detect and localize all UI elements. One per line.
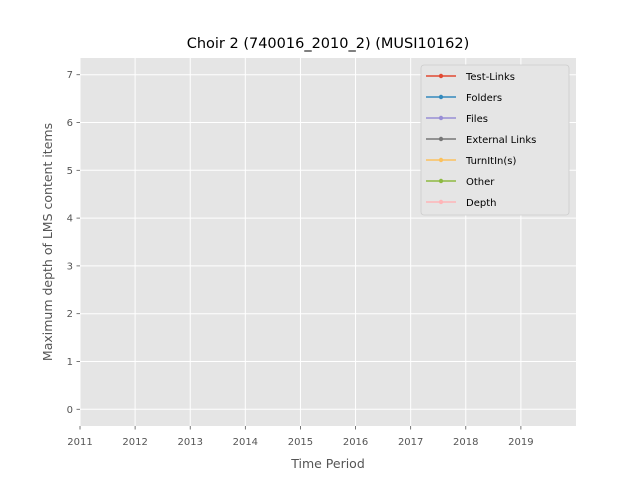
x-tick-label: 2012 xyxy=(122,437,147,448)
x-axis-label: Time Period xyxy=(290,456,365,471)
x-tick-label: 2017 xyxy=(398,437,423,448)
legend-label: Folders xyxy=(466,93,502,104)
chart-title: Choir 2 (740016_2010_2) (MUSI10162) xyxy=(187,36,470,52)
legend-label: Depth xyxy=(466,198,496,209)
legend-label: Other xyxy=(466,177,495,188)
legend-marker xyxy=(438,115,444,121)
legend-marker xyxy=(438,199,444,205)
y-tick-label: 0 xyxy=(67,405,73,416)
x-tick-label: 2014 xyxy=(233,437,258,448)
x-tick-label: 2011 xyxy=(67,437,92,448)
legend-marker xyxy=(438,73,444,79)
y-tick-label: 7 xyxy=(67,70,73,81)
tick-labels: 2011 2012 2013 2014 2015 2016 2017 2018 2019 0 1 2 3… xyxy=(67,70,534,448)
legend-marker xyxy=(438,157,444,163)
x-tick-label: 2016 xyxy=(343,437,368,448)
y-tick-label: 5 xyxy=(67,166,73,177)
legend-label: TurnItIn(s) xyxy=(465,156,516,167)
legend-marker xyxy=(438,178,444,184)
legend: Test-Links Folders Files External Links Turn… xyxy=(420,64,570,216)
legend-marker xyxy=(438,136,444,142)
legend-box xyxy=(420,64,570,216)
x-tick-label: 2013 xyxy=(177,437,202,448)
legend-label: Test-Links xyxy=(465,72,515,83)
x-tick-label: 2015 xyxy=(288,437,313,448)
y-tick-label: 2 xyxy=(67,309,73,320)
x-tick-label: 2019 xyxy=(508,437,533,448)
y-tick-label: 4 xyxy=(67,214,73,225)
legend-label: Files xyxy=(466,114,488,125)
legend-marker xyxy=(438,94,444,100)
y-axis-label: Maximum depth of LMS content items xyxy=(40,123,55,361)
legend-label: External Links xyxy=(466,135,536,146)
y-tick-label: 6 xyxy=(67,118,73,129)
y-tick-label: 1 xyxy=(67,357,73,368)
x-tick-label: 2018 xyxy=(453,437,478,448)
y-tick-label: 3 xyxy=(67,261,73,272)
